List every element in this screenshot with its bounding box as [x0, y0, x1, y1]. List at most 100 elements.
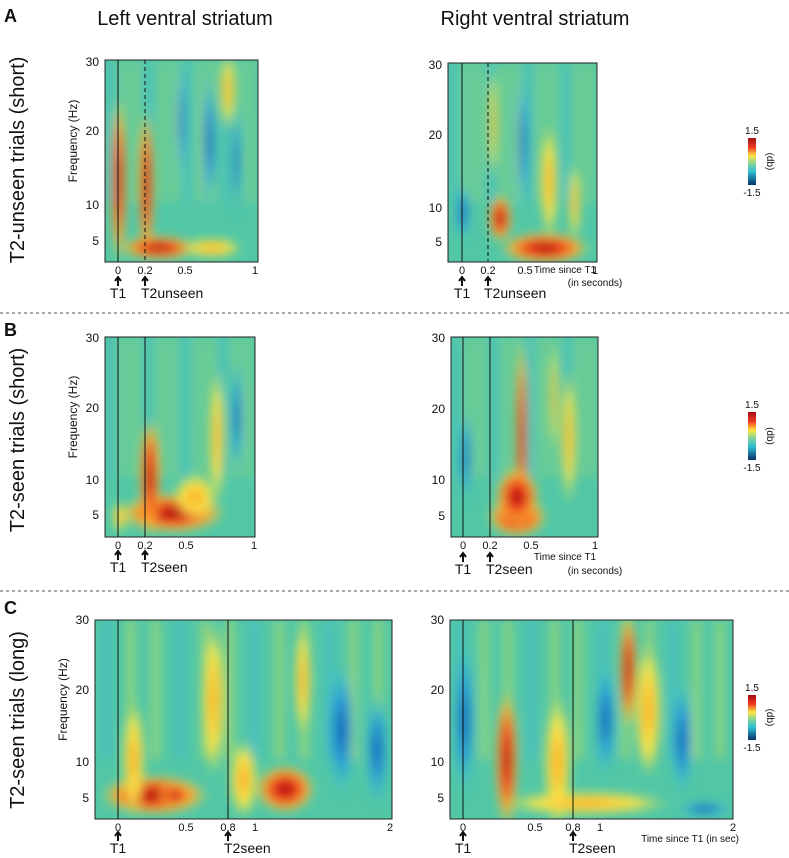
stripe — [588, 63, 593, 203]
stripe — [275, 620, 284, 760]
heatmap-frame — [447, 62, 598, 263]
stripe — [102, 620, 110, 760]
event-label: T1 — [455, 840, 472, 853]
heatmap-frame — [94, 619, 393, 820]
heatmap-blob — [495, 467, 540, 527]
x-tick-label: 0.5 — [177, 265, 192, 277]
y-tick-label: 10 — [86, 473, 100, 487]
stripe — [454, 337, 459, 477]
colorbar-unit: (db) — [764, 709, 775, 727]
stripe — [577, 337, 581, 477]
y-tick-label: 5 — [435, 235, 442, 249]
x-tick-label: 1 — [592, 265, 598, 277]
heatmap-blobs — [100, 620, 390, 819]
x-tick-label: 0.2 — [137, 540, 152, 552]
x-tick-label: 0.5 — [523, 540, 538, 552]
x-tick-label: 0.8 — [565, 822, 580, 834]
x-tick-label: 2 — [387, 822, 393, 834]
stripe — [133, 337, 138, 477]
heatmap-blob — [231, 100, 242, 222]
x-tick-label: 0 — [459, 265, 465, 277]
stripe — [503, 337, 508, 477]
y-tick-label: 30 — [86, 55, 100, 69]
stripe — [501, 63, 506, 203]
y-tick-label: 5 — [92, 234, 99, 248]
event-label: T2seen — [224, 840, 271, 853]
heatmap-blob — [516, 72, 529, 213]
y-axis-label: Frequency (Hz) — [56, 658, 70, 741]
heatmap-blob — [228, 739, 259, 819]
event-arrow — [141, 275, 149, 286]
stripe — [551, 620, 559, 760]
heatmap-blob — [255, 765, 315, 814]
y-tick-label: 10 — [86, 198, 100, 212]
heatmap-frame — [450, 336, 599, 538]
colorbar-min: -1.5 — [743, 188, 761, 199]
x-tick-label: 1 — [251, 540, 257, 552]
x-axis-label: (in seconds) — [568, 278, 622, 289]
event-arrow — [141, 549, 149, 560]
heatmap-blob — [157, 783, 194, 808]
x-tick-label: 2 — [730, 822, 736, 834]
heatmap-blob — [568, 162, 581, 243]
heatmap-blob — [543, 693, 572, 819]
stripe — [198, 60, 202, 202]
stripe — [196, 337, 200, 477]
x-axis-label: Time since T1 (in sec) — [641, 834, 739, 845]
colorbar — [748, 412, 756, 460]
heatmap-blob — [633, 639, 663, 780]
stripe — [158, 337, 163, 477]
stripe — [146, 337, 150, 477]
stripe — [476, 63, 481, 203]
stripe — [669, 620, 677, 760]
heatmap-blob — [112, 501, 128, 533]
panel-letter: C — [4, 598, 17, 618]
stripe — [480, 620, 488, 760]
event-label: T1 — [455, 561, 472, 577]
event-arrow — [224, 830, 232, 841]
stripe — [716, 620, 724, 760]
event-label: T2seen — [569, 840, 616, 853]
y-tick-label: 30 — [76, 613, 90, 627]
x-tick-label: 0 — [460, 540, 466, 552]
colorbar-min: -1.5 — [743, 463, 761, 474]
y-tick-label: 30 — [429, 58, 443, 72]
stripe — [540, 337, 545, 477]
y-tick-label: 20 — [86, 401, 100, 415]
stripe — [491, 337, 496, 477]
stripe — [226, 620, 234, 760]
row-label: T2-seen trials (long) — [7, 631, 29, 809]
heatmap-blobs — [451, 63, 593, 262]
heatmap-blob — [365, 689, 390, 810]
x-tick-label: 0.5 — [178, 822, 193, 834]
stripe — [575, 63, 580, 203]
event-label: T2seen — [141, 559, 188, 575]
x-tick-label: 0.8 — [220, 822, 235, 834]
y-tick-label: 10 — [76, 755, 90, 769]
stripe — [172, 60, 177, 202]
y-tick-label: 30 — [432, 331, 446, 345]
stripe — [127, 620, 135, 760]
x-axis-label: (in seconds) — [568, 566, 622, 577]
stripe — [171, 337, 175, 477]
event-arrow — [114, 830, 122, 841]
heatmap-blob — [201, 70, 217, 212]
stripe — [692, 620, 700, 760]
stripe — [374, 620, 383, 760]
colorbar-max: 1.5 — [745, 683, 759, 694]
heatmap-blob — [326, 659, 357, 800]
heatmap — [105, 60, 258, 262]
heatmap-blob — [676, 801, 733, 818]
heatmap-blob — [139, 417, 161, 537]
stripe — [134, 60, 139, 202]
colorbar-unit: (db) — [764, 427, 775, 445]
stripe — [176, 620, 185, 760]
y-tick-label: 10 — [432, 473, 446, 487]
y-axis-label: Frequency (Hz) — [66, 376, 80, 459]
x-tick-label: 1 — [592, 540, 598, 552]
stripe — [513, 63, 518, 203]
heatmap-blob — [500, 232, 590, 262]
stripe — [538, 63, 543, 203]
stripe — [183, 337, 188, 477]
